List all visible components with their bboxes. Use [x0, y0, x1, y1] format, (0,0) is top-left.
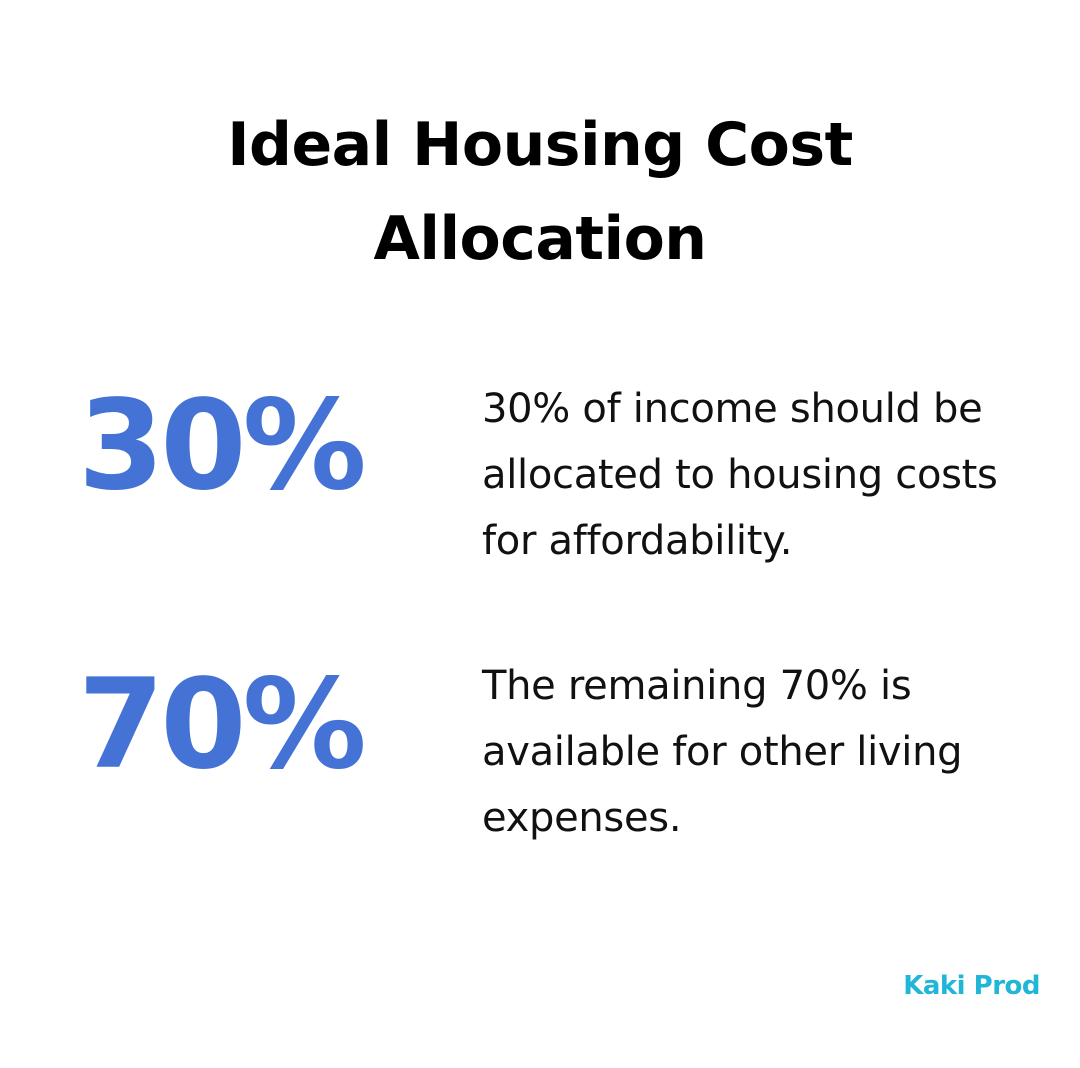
stat-value-other-expenses: 70%	[78, 653, 367, 797]
stat-description-housing: 30% of income should be allocated to hou…	[482, 386, 998, 564]
stat-description-other-expenses: The remaining 70% is available for other…	[482, 663, 963, 841]
brand-logo: Kaki Prod	[903, 971, 1040, 1001]
stat-value-housing: 30%	[78, 374, 367, 518]
page-title: Ideal Housing Cost Allocation	[227, 110, 853, 274]
